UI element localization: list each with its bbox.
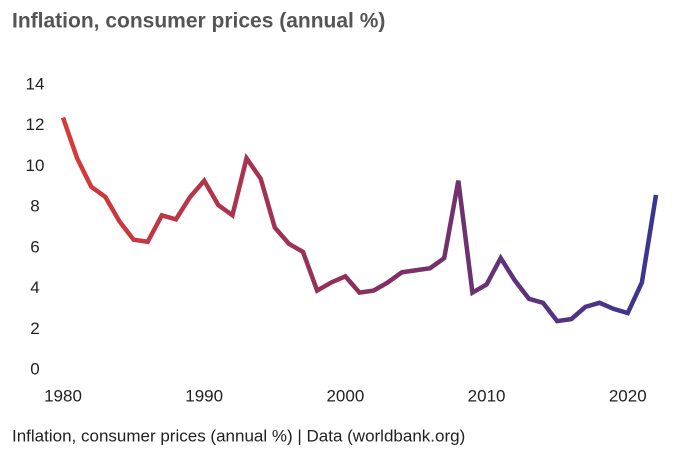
x-tick-label: 1980 [44, 386, 82, 405]
x-tick-label: 2000 [326, 386, 364, 405]
x-tick-label: 1990 [185, 386, 223, 405]
y-tick-label: 6 [30, 237, 39, 256]
chart-title: Inflation, consumer prices (annual %) [12, 10, 385, 33]
y-tick-label: 8 [30, 197, 39, 216]
y-tick-label: 12 [26, 115, 45, 134]
y-tick-label: 0 [30, 359, 39, 378]
y-tick-label: 10 [26, 156, 45, 175]
y-tick-label: 2 [30, 319, 39, 338]
y-tick-label: 4 [30, 278, 39, 297]
y-tick-label: 14 [26, 74, 45, 93]
caption: Inflation, consumer prices (annual %) | … [12, 426, 465, 445]
data-line [60, 116, 659, 324]
x-tick-label: 2020 [609, 386, 647, 405]
x-tick-label: 2010 [468, 386, 506, 405]
